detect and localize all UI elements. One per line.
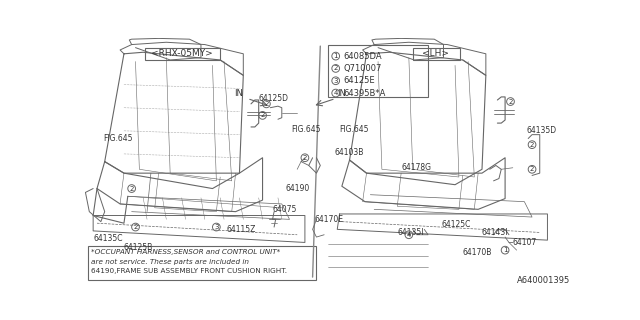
Text: 64170B: 64170B (463, 248, 492, 257)
Text: 2: 2 (303, 155, 307, 161)
Text: 64125B: 64125B (124, 243, 153, 252)
Text: 64395B*A: 64395B*A (344, 89, 386, 98)
Text: 64085DA: 64085DA (344, 52, 382, 60)
Text: 64143I: 64143I (482, 228, 509, 237)
Text: 64178G: 64178G (401, 163, 431, 172)
Text: FIG.645: FIG.645 (103, 134, 132, 143)
Text: 64170E: 64170E (314, 215, 343, 224)
Text: A640001395: A640001395 (517, 276, 570, 285)
Text: 64135D: 64135D (527, 126, 557, 135)
Text: 2: 2 (133, 224, 138, 230)
Text: 4: 4 (333, 90, 338, 96)
Text: 64190,FRAME SUB ASSEMBLY FRONT CUSHION RIGHT.: 64190,FRAME SUB ASSEMBLY FRONT CUSHION R… (91, 268, 287, 274)
Bar (88, 246, 316, 280)
Text: 2: 2 (260, 112, 265, 118)
Text: FIG.645: FIG.645 (291, 125, 321, 134)
Text: 64107: 64107 (513, 238, 537, 247)
Text: 1: 1 (503, 247, 508, 253)
Text: 64103B: 64103B (334, 148, 364, 157)
Text: are not service. These parts are included in: are not service. These parts are include… (91, 259, 249, 265)
Text: 64115Z: 64115Z (227, 225, 256, 234)
Text: <RHX-05MY>: <RHX-05MY> (151, 49, 212, 58)
Text: 64190: 64190 (285, 184, 310, 193)
Text: 64125D: 64125D (259, 94, 289, 103)
Text: 2: 2 (530, 166, 534, 172)
Text: 64125C: 64125C (442, 220, 471, 229)
Bar (328, 44, 428, 97)
Text: 2: 2 (264, 101, 269, 107)
Text: 64075: 64075 (273, 205, 297, 214)
Bar (413, 48, 460, 60)
Text: *OCCUPANT HARNESS,SENSOR and CONTROL UNIT*: *OCCUPANT HARNESS,SENSOR and CONTROL UNI… (91, 250, 280, 255)
Text: FIG.645: FIG.645 (340, 125, 369, 134)
Text: 4: 4 (406, 232, 411, 238)
Text: 2: 2 (508, 99, 513, 105)
Text: 64125E: 64125E (344, 76, 375, 85)
Text: Q710007: Q710007 (344, 64, 382, 73)
Text: 3: 3 (214, 224, 219, 230)
Text: 64135I: 64135I (397, 228, 424, 237)
Text: 2: 2 (530, 142, 534, 148)
Text: IN: IN (337, 89, 346, 98)
Text: 64135C: 64135C (93, 234, 123, 243)
Text: 3: 3 (333, 78, 338, 84)
Text: 2: 2 (333, 65, 338, 71)
Text: 1: 1 (333, 53, 338, 59)
Text: 2: 2 (129, 186, 134, 192)
Text: IN: IN (234, 89, 243, 98)
Text: <LH>: <LH> (422, 49, 449, 58)
Bar (145, 48, 220, 60)
